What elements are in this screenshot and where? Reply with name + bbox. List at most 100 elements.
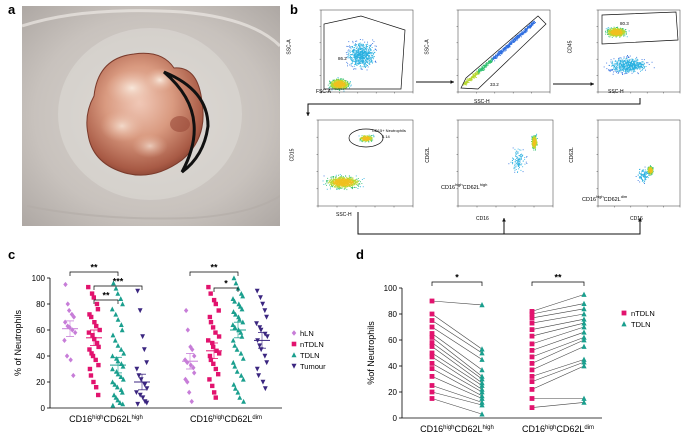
flow-event <box>612 36 614 37</box>
flow-event <box>332 179 334 181</box>
flow-event <box>352 184 353 186</box>
flow-event <box>623 30 625 32</box>
flow-event <box>345 182 346 184</box>
flow-event <box>501 53 503 55</box>
flow-event <box>639 62 641 63</box>
flow-event <box>334 179 335 180</box>
flow-event <box>624 30 626 32</box>
flow-event <box>329 188 331 190</box>
flow-event <box>622 68 624 69</box>
flow-event <box>346 186 348 188</box>
flow-event <box>356 182 357 184</box>
flow-event <box>335 177 336 179</box>
flow-event <box>618 66 620 68</box>
flow-event <box>495 56 497 58</box>
flow-event <box>353 182 355 184</box>
flow-event <box>349 47 351 48</box>
flow-event <box>625 70 627 72</box>
flow-event <box>619 29 621 31</box>
flow-event <box>360 54 362 56</box>
flow-event <box>642 61 644 63</box>
flow-event <box>369 53 370 55</box>
flow-event <box>333 82 335 84</box>
flow-event <box>326 180 328 181</box>
flow-event <box>632 70 634 72</box>
flow-event <box>620 69 621 71</box>
flow-event <box>368 60 370 62</box>
flow-event <box>362 138 364 140</box>
flow-event <box>331 185 332 187</box>
flow-event <box>509 41 511 43</box>
flow-event <box>467 81 469 83</box>
flow-event <box>346 84 347 86</box>
flow-event <box>332 81 334 83</box>
flow-event <box>350 179 352 181</box>
flow-event <box>618 64 620 66</box>
flow-event <box>356 64 358 66</box>
flow-event <box>469 79 471 81</box>
flow-event <box>526 28 528 30</box>
flow-event <box>352 180 354 182</box>
flow-event <box>350 58 352 60</box>
flow-event <box>490 61 492 63</box>
flow-event <box>484 68 486 70</box>
flow-event <box>501 52 503 54</box>
flow-event <box>626 68 628 70</box>
flow-event <box>528 27 530 29</box>
flow-event <box>641 61 643 63</box>
flow-event <box>499 55 501 56</box>
flow-event <box>340 81 341 83</box>
flow-event <box>354 57 356 58</box>
flow-event <box>605 31 606 33</box>
flow-event <box>360 65 361 67</box>
flow-event <box>608 64 610 66</box>
flow-event <box>526 29 528 31</box>
flow-event <box>342 185 344 187</box>
flow-event <box>346 182 348 184</box>
flow-event <box>616 71 617 73</box>
flow-event <box>528 26 529 28</box>
flow-event <box>361 61 363 63</box>
flow-event <box>496 55 498 57</box>
flow-event <box>337 83 338 85</box>
flow-event <box>348 181 350 182</box>
flow-event <box>616 64 618 66</box>
flow-event <box>364 137 366 139</box>
flow-event <box>481 69 482 70</box>
flow-event <box>350 63 352 65</box>
flow-event <box>624 63 626 65</box>
flow-event <box>616 69 618 70</box>
flow-event <box>533 20 535 22</box>
flow-event <box>357 52 358 53</box>
flow-event <box>623 33 625 35</box>
flow-event <box>516 37 518 38</box>
flow-event <box>366 52 367 54</box>
flow-event <box>355 68 357 70</box>
flow-event <box>614 62 616 64</box>
flow-event <box>620 65 622 67</box>
flow-event <box>358 59 360 61</box>
flow-event <box>364 56 366 58</box>
flow-event <box>484 65 486 67</box>
flow-event <box>367 66 369 68</box>
flow-event <box>641 70 643 71</box>
flow-event <box>335 79 337 81</box>
flow-event <box>624 60 626 62</box>
flow-event <box>512 42 514 43</box>
flow-event <box>471 77 473 79</box>
flow-event <box>327 84 329 86</box>
flow-event <box>497 53 499 55</box>
flow-event <box>362 55 364 57</box>
flow-event <box>638 63 639 65</box>
flow-event <box>351 63 353 64</box>
flow-event <box>345 87 347 89</box>
flow-event <box>622 30 623 31</box>
flow-event <box>621 60 623 62</box>
flow-event <box>362 137 363 139</box>
flow-event <box>337 181 338 183</box>
flow-event <box>611 70 613 71</box>
flow-event <box>363 60 365 61</box>
flow-event <box>343 184 345 186</box>
flow-event <box>463 83 464 85</box>
flow-event <box>345 183 346 185</box>
